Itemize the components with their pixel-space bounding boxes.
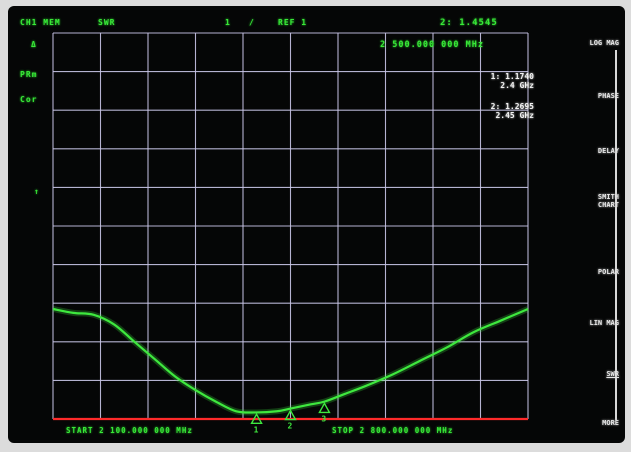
scale-label: 1 xyxy=(225,18,231,27)
marker-2-triangle xyxy=(284,409,297,421)
softkey-more[interactable]: MORE xyxy=(602,419,619,427)
ref-slash: / xyxy=(249,18,255,27)
marker-1-number: 1 xyxy=(254,425,259,434)
marker-2-number: 2 xyxy=(288,422,293,431)
reference-arrow-icon: ↑ xyxy=(34,187,40,196)
softkey-polar[interactable]: POLAR xyxy=(597,268,619,276)
marker-1-triangle xyxy=(250,412,263,424)
softkey-divider xyxy=(615,50,617,420)
ref-label: REF 1 xyxy=(278,18,308,27)
marker-1-readout: 1: 1.1740 2.4 GHz xyxy=(490,72,534,90)
swr-trace-line xyxy=(52,307,529,414)
marker-2-readout: 2: 1.2695 2.45 GHz xyxy=(490,102,534,120)
cor-label: Cor xyxy=(20,95,38,104)
marker-3-number: 3 xyxy=(321,414,326,423)
softkey-delay[interactable]: DELAY xyxy=(597,147,619,155)
start-frequency: START 2 100.000 000 MHz xyxy=(66,426,193,435)
delta-icon: Δ xyxy=(31,40,37,49)
softkey-menu: LOG MAG PHASE DELAY SMITH CHART POLAR LI… xyxy=(563,6,625,443)
softkey-swr[interactable]: SWR xyxy=(606,370,619,378)
softkey-lin-mag[interactable]: LIN MAG xyxy=(589,319,619,327)
format-label: SWR xyxy=(98,18,116,27)
analyzer-screen: 1 2 3 CH1 MEM SWR 1 / REF 1 2: 1.4545 2 50… xyxy=(8,6,625,443)
swr-trace xyxy=(52,306,530,416)
marker-symbols: 1 2 3 xyxy=(250,402,331,434)
prm-label: PRm xyxy=(20,70,38,79)
marker-3-triangle xyxy=(318,402,331,414)
stop-frequency: STOP 2 800.000 000 MHz xyxy=(332,426,454,435)
channel-label: CH1 MEM xyxy=(20,18,61,27)
softkey-phase[interactable]: PHASE xyxy=(597,92,619,100)
marker-readout: 2: 1.4545 xyxy=(440,18,498,28)
marker-3: 3 xyxy=(318,402,331,423)
plot-grid xyxy=(52,32,529,420)
marker-frequency: 2 500.000 000 MHz xyxy=(380,40,484,50)
softkey-smith-chart[interactable]: SMITH CHART xyxy=(597,193,619,209)
softkey-log-mag[interactable]: LOG MAG xyxy=(589,39,619,47)
marker-2: 2 xyxy=(284,409,297,431)
swr-plot: 1 2 3 xyxy=(52,32,530,434)
marker-1: 1 xyxy=(250,412,263,434)
